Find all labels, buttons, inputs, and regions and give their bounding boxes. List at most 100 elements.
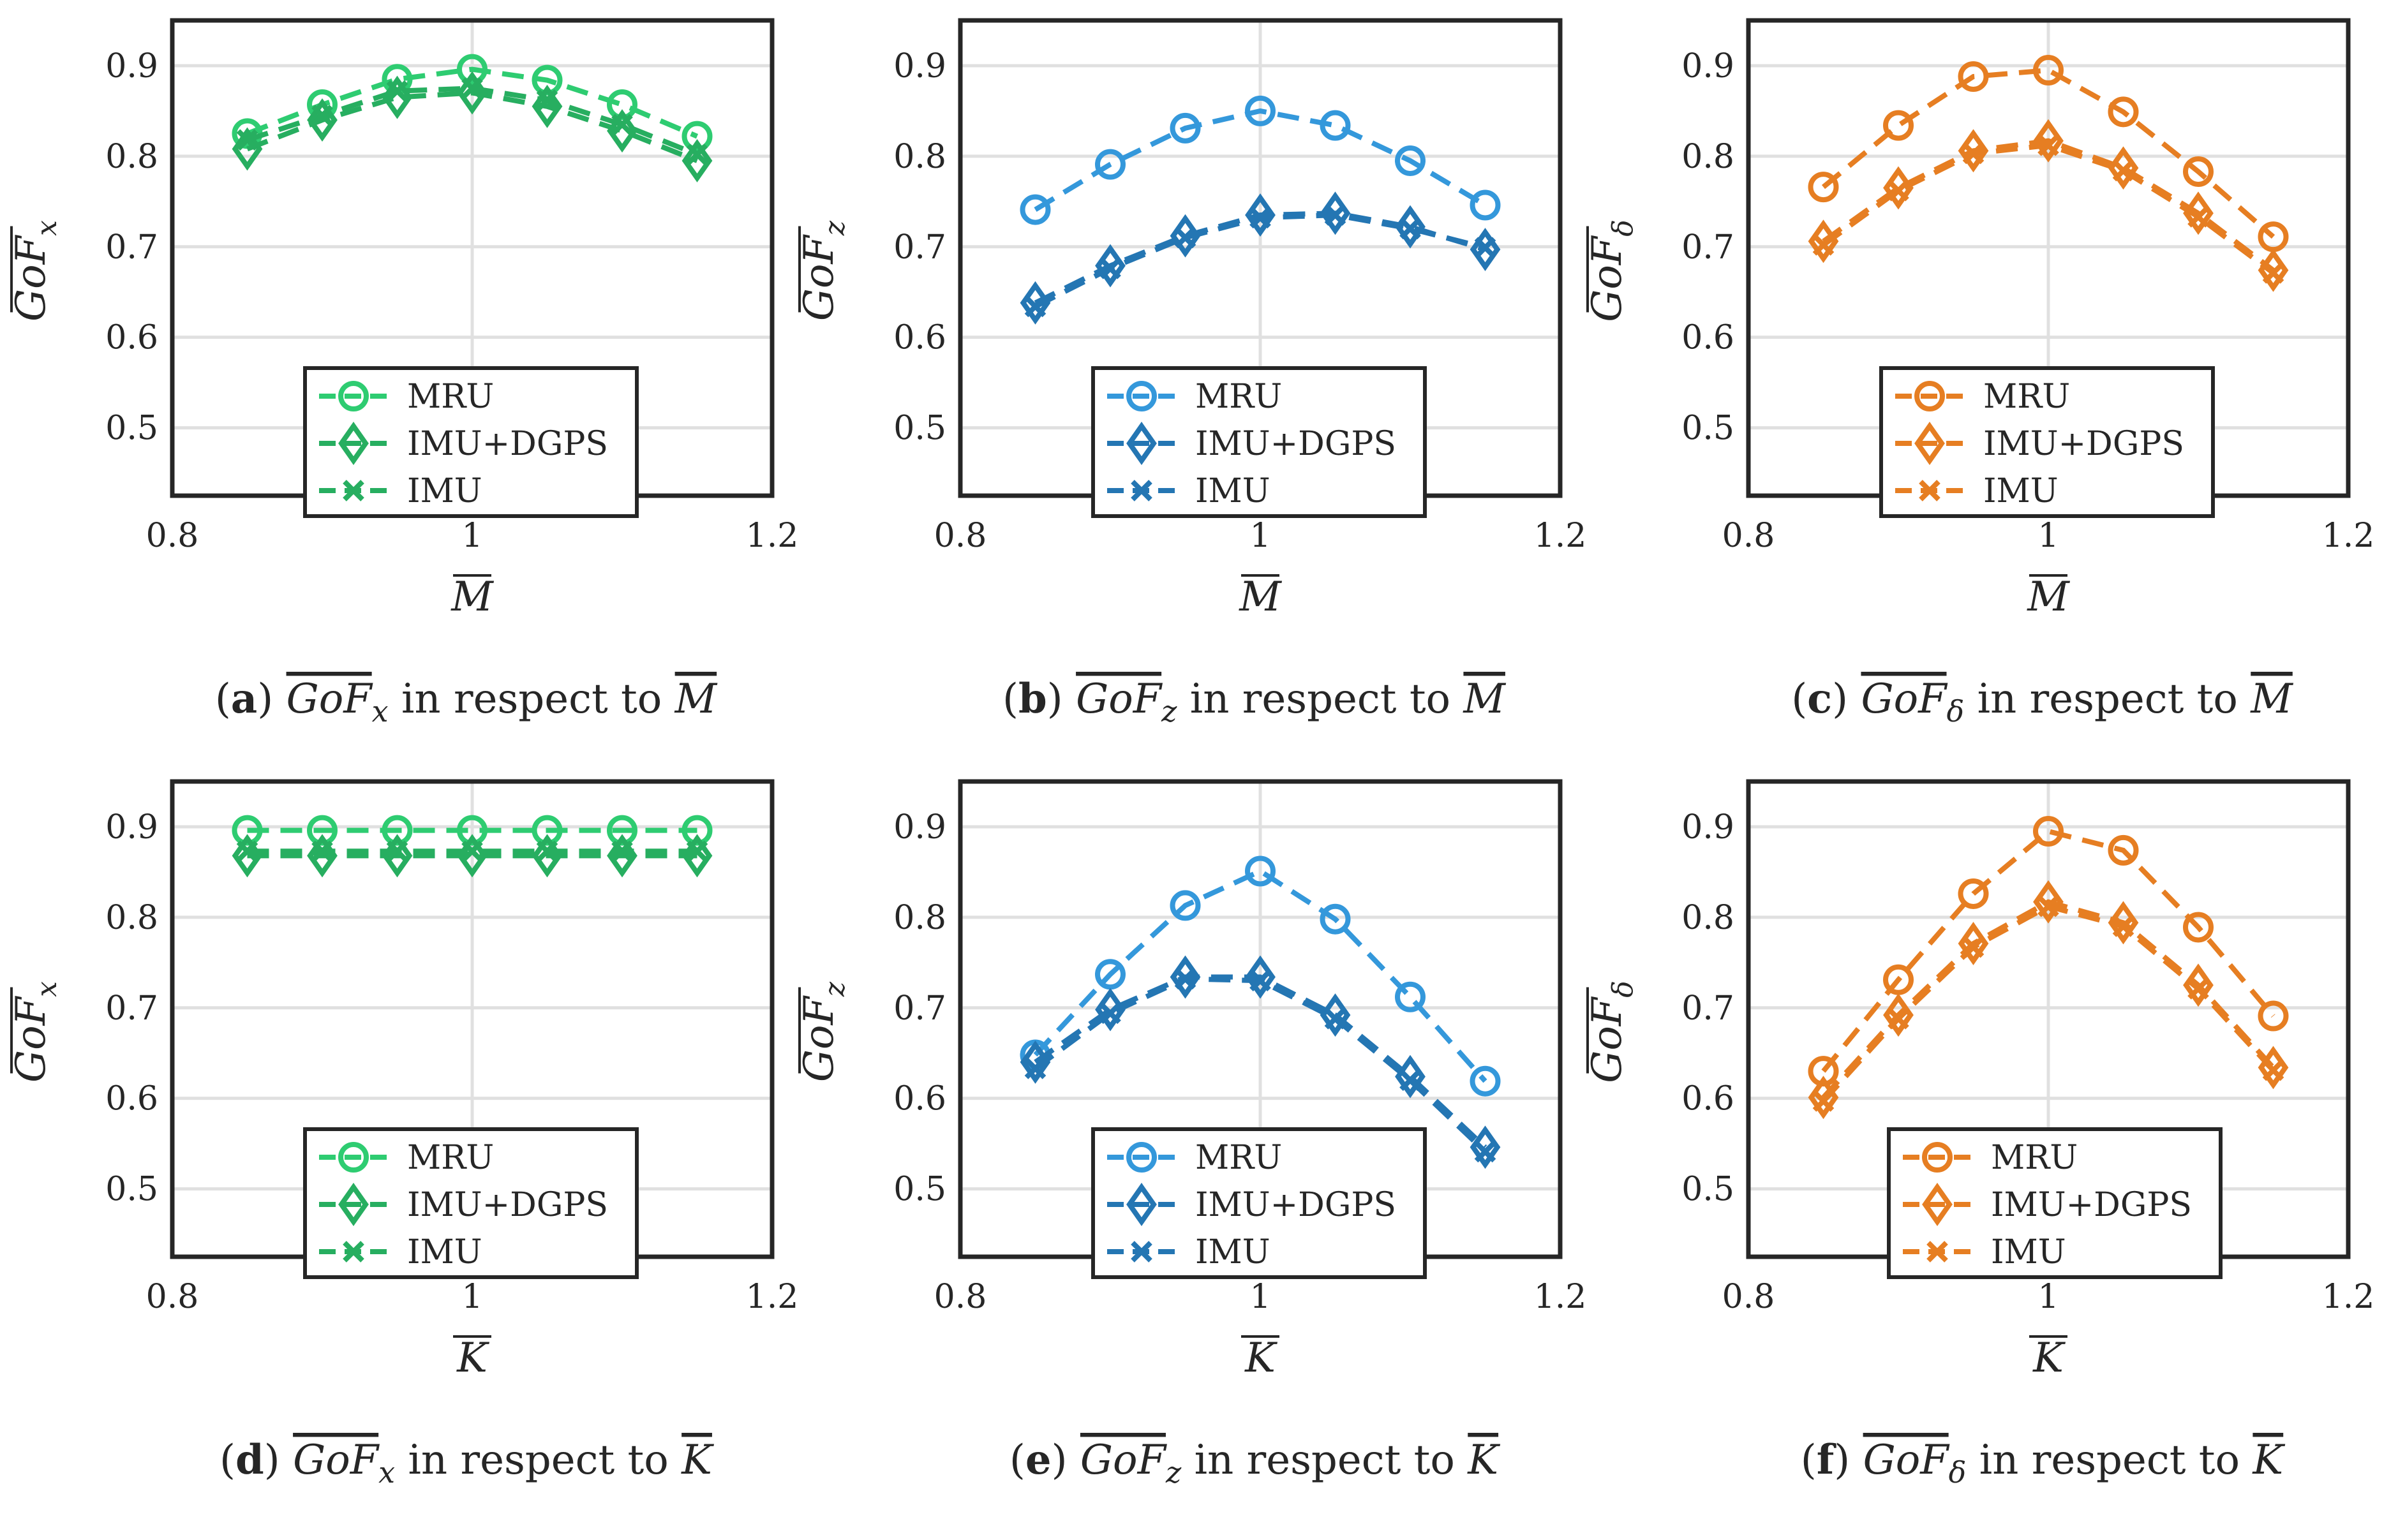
- x-tick-label: 1: [1249, 517, 1270, 555]
- y-label-sub: z: [819, 220, 851, 236]
- y-axis-label-text: GoFx: [8, 220, 63, 322]
- data-point: [311, 840, 333, 863]
- y-tick-label: 0.6: [105, 319, 158, 357]
- data-point: [681, 121, 713, 152]
- x-tick-label: 0.8: [934, 517, 987, 555]
- caption-lhs: GoF: [1076, 676, 1163, 723]
- data-point: [2108, 834, 2139, 866]
- legend-label: IMU+DGPS: [1195, 1186, 1396, 1224]
- y-tick-label: 0.9: [105, 808, 158, 847]
- panel-b: 0.50.60.70.80.90.8 1 1.2MGoFzMRUIMU+DGPSIM…: [796, 18, 1586, 729]
- data-point: [461, 840, 483, 863]
- series-line: [246, 90, 698, 163]
- x-axis-label: M: [451, 574, 494, 621]
- data-point: [681, 139, 713, 182]
- data-point: [382, 815, 413, 846]
- series-mru: [1020, 855, 1501, 1097]
- caption-sub: δ: [1949, 1455, 1967, 1490]
- data-point: [1470, 1065, 1501, 1097]
- caption-rhs: K: [681, 1437, 714, 1484]
- y-axis-label: GoFx: [8, 220, 63, 322]
- data-point: [2033, 880, 2064, 924]
- legend: MRU IMU+DGPS IMU: [1879, 366, 2215, 518]
- data-point: [307, 815, 338, 846]
- legend-label: IMU+DGPS: [1983, 425, 2184, 463]
- caption-letter: b: [1018, 675, 1047, 723]
- panel-c: 0.50.60.70.80.90.8 1 1.2MGoFδMRUIMU+DGPSIM…: [1584, 18, 2374, 729]
- legend-marker: [1126, 1142, 1157, 1173]
- y-tick-label: 0.5: [1681, 410, 1734, 448]
- data-point: [1958, 61, 1989, 92]
- legend-marker: [1914, 422, 1945, 465]
- data-point: [1024, 1058, 1046, 1079]
- panel-caption: (d) GoFx in respect to K: [220, 1436, 714, 1490]
- data-point: [1174, 968, 1196, 990]
- x-tick-label: 0.8: [1722, 1278, 1775, 1316]
- caption-close: ): [1047, 676, 1076, 723]
- y-tick-label: 0.7: [893, 989, 946, 1028]
- data-point: [1962, 142, 1985, 165]
- y-tick-label: 0.7: [893, 228, 946, 267]
- caption-mid: in respect to: [1177, 676, 1463, 723]
- series-imu: [1812, 135, 2284, 284]
- data-point: [457, 815, 488, 846]
- data-point: [2112, 915, 2134, 937]
- caption-letter: f: [1817, 1436, 1836, 1484]
- legend-marker: [1126, 422, 1157, 465]
- y-label-sub: δ: [1607, 219, 1639, 237]
- x-tick-label: 1: [2037, 1278, 2059, 1316]
- legend-label: IMU+DGPS: [407, 425, 608, 463]
- data-point: [2258, 1000, 2289, 1032]
- data-point: [1395, 145, 1426, 176]
- caption-close: ): [1834, 1437, 1863, 1484]
- y-tick-label: 0.6: [105, 1080, 158, 1118]
- data-point: [2262, 1059, 2284, 1081]
- legend-label: IMU: [407, 472, 482, 510]
- legend-marker: [1926, 1241, 1948, 1262]
- y-axis-label-text: GoFz: [796, 220, 851, 321]
- y-tick-label: 0.5: [893, 1171, 946, 1209]
- legend-marker: [1126, 1183, 1157, 1226]
- legend-marker: [343, 1241, 364, 1262]
- caption-lhs: GoF: [287, 676, 374, 723]
- caption-open: (: [1009, 1437, 1025, 1484]
- caption-close: ): [257, 676, 286, 723]
- x-tick-label: 1: [461, 1278, 482, 1316]
- caption-sub: z: [1161, 694, 1177, 729]
- y-label-sub: z: [819, 981, 851, 997]
- series-mru: [1020, 95, 1501, 225]
- y-tick-label: 0.8: [1681, 138, 1734, 176]
- data-point: [1958, 878, 1989, 909]
- panel-caption: (a) GoFx in respect to M: [215, 675, 718, 729]
- caption-mid: in respect to: [1966, 1437, 2253, 1484]
- data-point: [1024, 295, 1046, 318]
- data-point: [607, 815, 637, 846]
- caption-letter: e: [1025, 1436, 1052, 1484]
- legend-marker: [1922, 1183, 1953, 1226]
- data-point: [1474, 1141, 1496, 1163]
- caption-open: (: [1791, 676, 1807, 723]
- data-point: [1399, 218, 1421, 240]
- data-point: [1812, 1090, 1835, 1112]
- data-point: [1470, 189, 1501, 221]
- y-tick-label: 0.8: [1681, 899, 1734, 937]
- panel-d: 0.50.60.70.80.90.8 1 1.2KGoFxMRUIMU+DGPSIM…: [8, 779, 798, 1490]
- data-point: [686, 144, 708, 165]
- y-tick-label: 0.5: [105, 1171, 158, 1209]
- series-mru: [1808, 55, 2289, 253]
- y-tick-label: 0.7: [105, 989, 158, 1028]
- y-label-main: GoF: [796, 995, 843, 1082]
- legend: MRU IMU+DGPS IMU: [1091, 366, 1427, 518]
- y-label-main: GoF: [796, 233, 843, 321]
- x-tick-label: 1.2: [746, 517, 799, 555]
- y-tick-label: 0.9: [105, 47, 158, 85]
- y-tick-label: 0.5: [893, 410, 946, 448]
- legend-label: IMU: [1195, 1233, 1270, 1271]
- series-imu: [236, 77, 708, 165]
- panel-caption: (c) GoFδ in respect to M: [1791, 675, 2293, 729]
- data-point: [2262, 262, 2284, 284]
- data-point: [1395, 981, 1426, 1012]
- series-line: [1034, 974, 1487, 1150]
- legend-label: MRU: [407, 1139, 494, 1177]
- caption-letter: a: [231, 675, 257, 723]
